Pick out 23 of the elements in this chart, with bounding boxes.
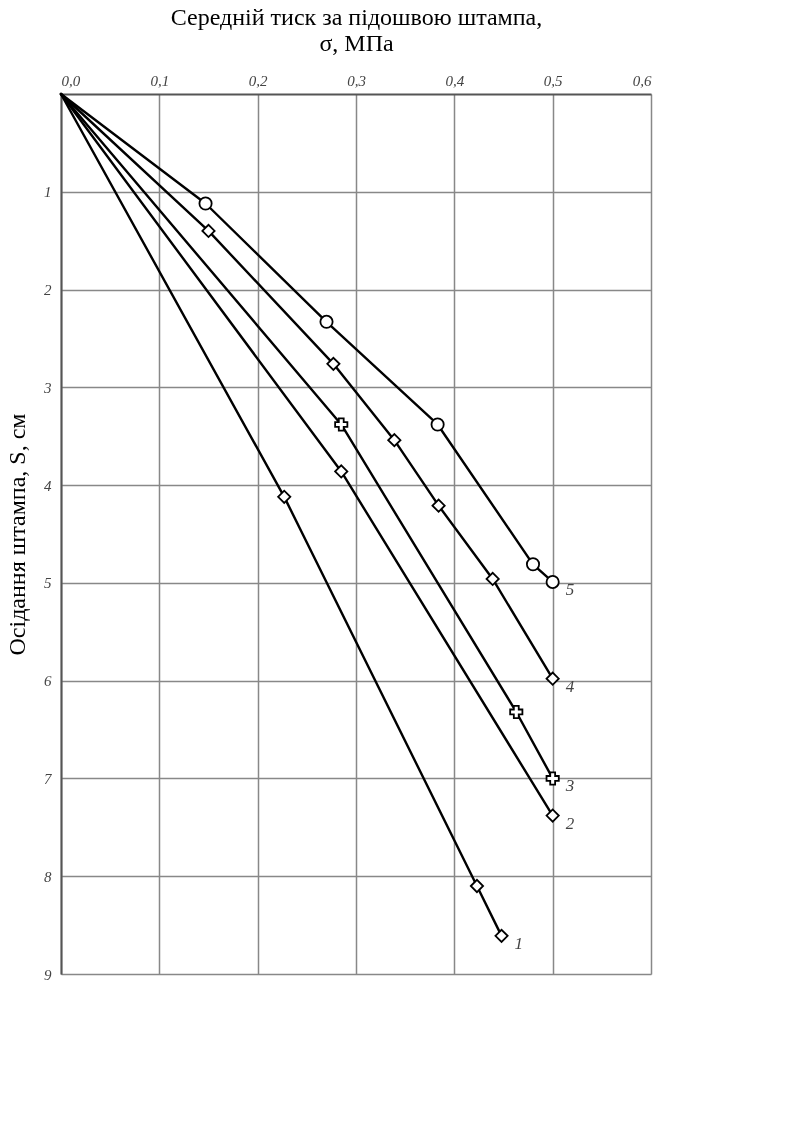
y-tick-label: 6 <box>44 673 52 690</box>
x-tick-label: 0,2 <box>248 72 269 89</box>
x-tick-label: 0,5 <box>543 72 564 89</box>
series-label: 4 <box>565 676 575 696</box>
x-axis-title: Середній тиск за підошвою штампа, σ, МПа <box>170 3 543 56</box>
y-tick-label: 3 <box>43 379 52 396</box>
y-tick-label: 5 <box>44 575 52 592</box>
series-label: 3 <box>564 776 575 796</box>
x-tick-label: 0,6 <box>632 72 652 89</box>
y-tick-label: 1 <box>44 184 52 201</box>
y-tick-label: 7 <box>44 770 53 787</box>
y-tick-label: 2 <box>44 282 52 299</box>
y-tick-label: 4 <box>44 477 52 494</box>
y-tick-label: 8 <box>44 868 52 885</box>
x-tick-label: 0,3 <box>347 72 366 89</box>
series-label: 1 <box>514 933 524 953</box>
series-label: 5 <box>565 579 575 599</box>
series-label: 2 <box>565 813 575 833</box>
y-axis-title: Осідання штампа, S, см <box>4 413 30 656</box>
x-tick-label: 0,4 <box>445 72 465 89</box>
y-tick-label: 9 <box>44 966 52 983</box>
x-tick-label: 0,0 <box>61 72 81 89</box>
x-tick-label: 0,1 <box>150 72 170 89</box>
